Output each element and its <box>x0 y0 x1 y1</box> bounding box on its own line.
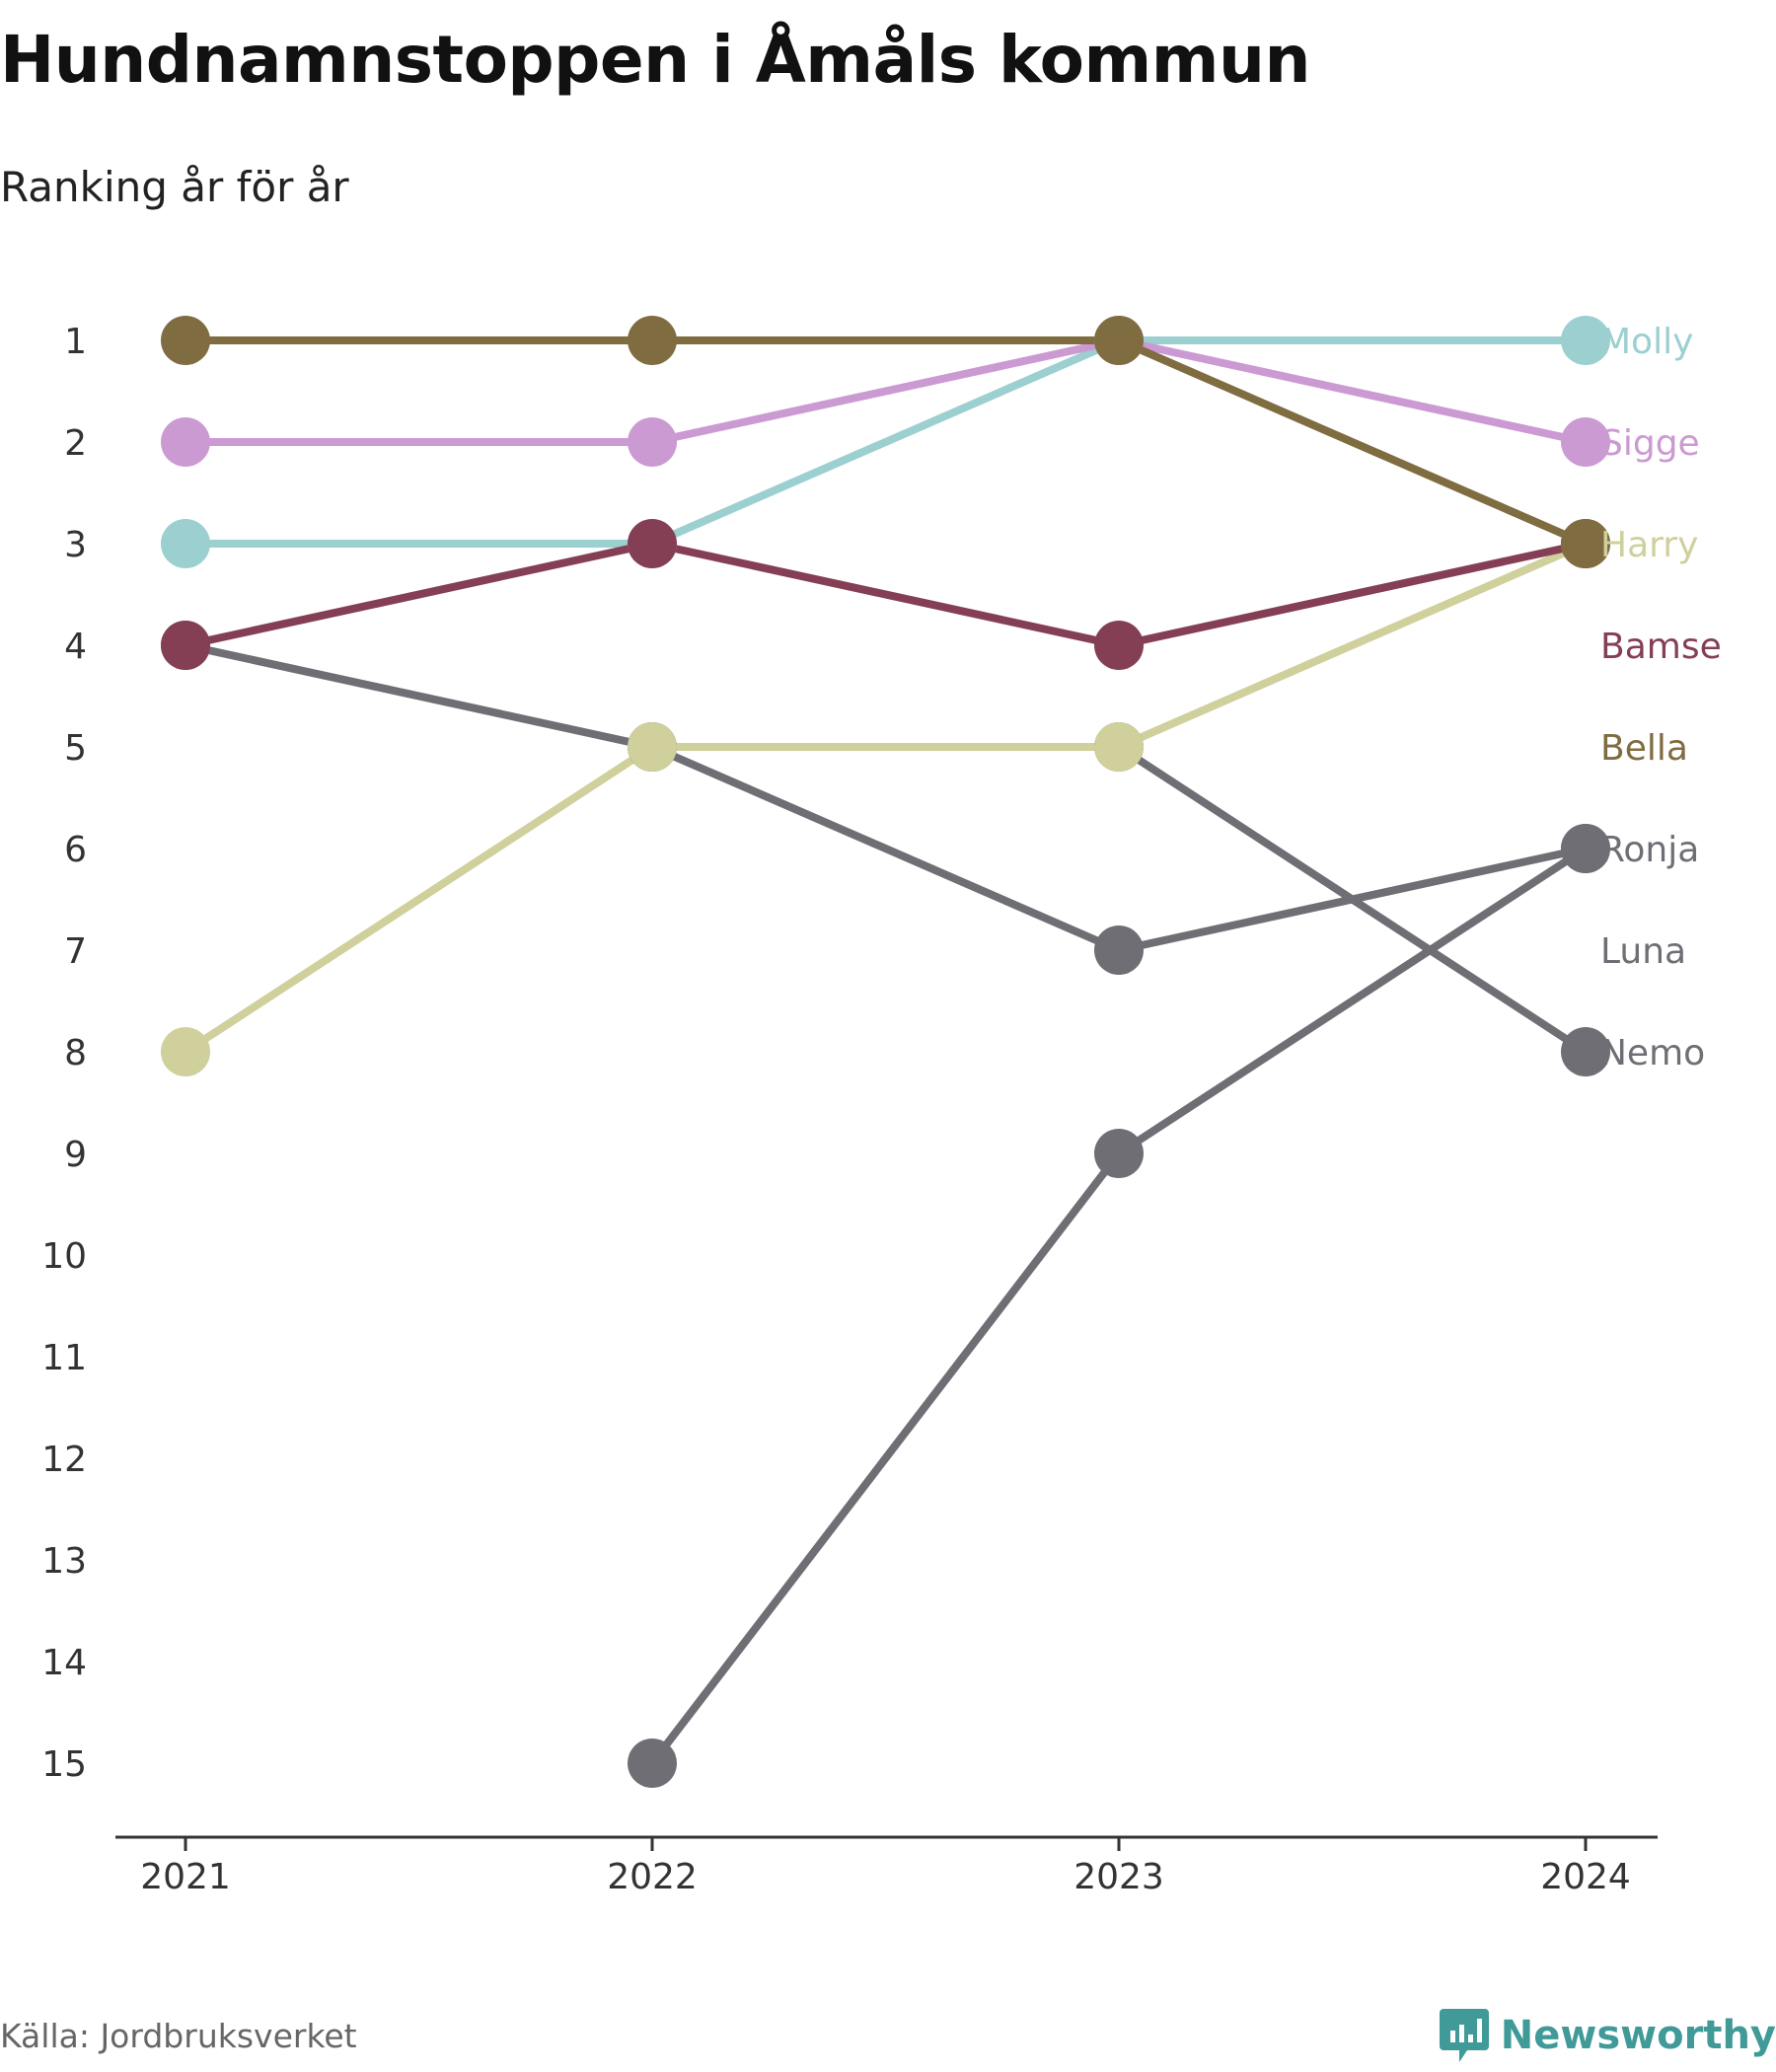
series-line-bamse <box>185 540 1587 649</box>
point-harry-2021 <box>161 1027 210 1076</box>
series-line-sigge <box>185 336 1587 446</box>
brand-logo: Newsworthy <box>1439 2007 1776 2064</box>
y-tick-label-1: 1 <box>64 322 87 362</box>
brand-name: Newsworthy <box>1500 2013 1776 2058</box>
series-label-ronja: Ronja <box>1600 830 1699 870</box>
point-luna-2023 <box>1094 925 1144 975</box>
series-line-ronja <box>648 845 1589 1766</box>
point-sigge-2021 <box>161 417 210 467</box>
point-sigge-2022 <box>628 417 677 467</box>
y-tick-label-13: 13 <box>41 1541 87 1582</box>
point-ronja-2022 <box>628 1739 677 1788</box>
point-sigge-2024 <box>1561 417 1610 467</box>
series-label-bamse: Bamse <box>1600 627 1722 667</box>
series-label-sigge: Sigge <box>1600 423 1700 464</box>
x-tick-label-2022: 2022 <box>607 1857 698 1897</box>
point-bamse-2023 <box>1094 621 1144 670</box>
newsworthy-logo-icon <box>1439 2009 1489 2062</box>
x-axis-ticks: 2021 2022 2023 2024 <box>140 1837 1631 1897</box>
point-bella-2024 <box>1561 519 1610 568</box>
point-bella-2023 <box>1094 316 1144 365</box>
point-molly-2021 <box>161 519 210 568</box>
y-tick-label-10: 10 <box>41 1236 87 1277</box>
series-label-molly: Molly <box>1600 322 1693 362</box>
series-label-harry: Harry <box>1600 525 1698 565</box>
y-tick-label-11: 11 <box>41 1338 87 1378</box>
series-points <box>161 316 1610 1788</box>
y-tick-label-8: 8 <box>64 1033 87 1073</box>
series-labels: Molly Sigge Harry Bamse Bella Ronja Luna Nemo <box>1600 322 1722 1073</box>
point-ronja-2023 <box>1094 1129 1144 1178</box>
y-tick-label-4: 4 <box>64 627 87 667</box>
series-label-luna: Luna <box>1600 931 1686 972</box>
chart-title: Hundnamnstoppen i Åmåls kommun <box>0 22 1310 98</box>
source-note: Källa: Jordbruksverket <box>0 2017 357 2055</box>
series-line-luna <box>185 641 1587 954</box>
point-bella-2021 <box>161 316 210 365</box>
point-harry-2023 <box>1094 722 1144 772</box>
y-tick-label-5: 5 <box>64 728 87 769</box>
y-tick-label-15: 15 <box>41 1744 87 1785</box>
point-bamse-2021 <box>161 621 210 670</box>
y-tick-label-9: 9 <box>64 1135 87 1175</box>
series-label-bella: Bella <box>1600 728 1688 769</box>
y-tick-label-12: 12 <box>41 1440 87 1480</box>
y-tick-label-14: 14 <box>41 1643 87 1683</box>
x-tick-label-2023: 2023 <box>1073 1857 1164 1897</box>
point-harry-2022 <box>628 722 677 772</box>
series-line-nemo <box>652 743 1589 1056</box>
x-tick-label-2021: 2021 <box>140 1857 231 1897</box>
point-nemo-2024 <box>1561 1027 1610 1076</box>
y-tick-label-6: 6 <box>64 830 87 870</box>
series-label-nemo: Nemo <box>1600 1033 1705 1073</box>
y-tick-label-7: 7 <box>64 931 87 972</box>
series-line-bella <box>185 336 1588 548</box>
point-molly-2024 <box>1561 316 1610 365</box>
chart-subtitle: Ranking år för år <box>0 163 349 211</box>
x-tick-label-2024: 2024 <box>1540 1857 1631 1897</box>
series-lines <box>183 336 1589 1766</box>
point-luna-2024 <box>1561 824 1610 873</box>
point-bamse-2022 <box>628 519 677 568</box>
y-tick-label-3: 3 <box>64 525 87 565</box>
y-tick-label-2: 2 <box>64 423 87 464</box>
point-bella-2022 <box>628 316 677 365</box>
series-line-molly <box>185 336 1586 548</box>
series-line-harry <box>183 540 1588 1056</box>
